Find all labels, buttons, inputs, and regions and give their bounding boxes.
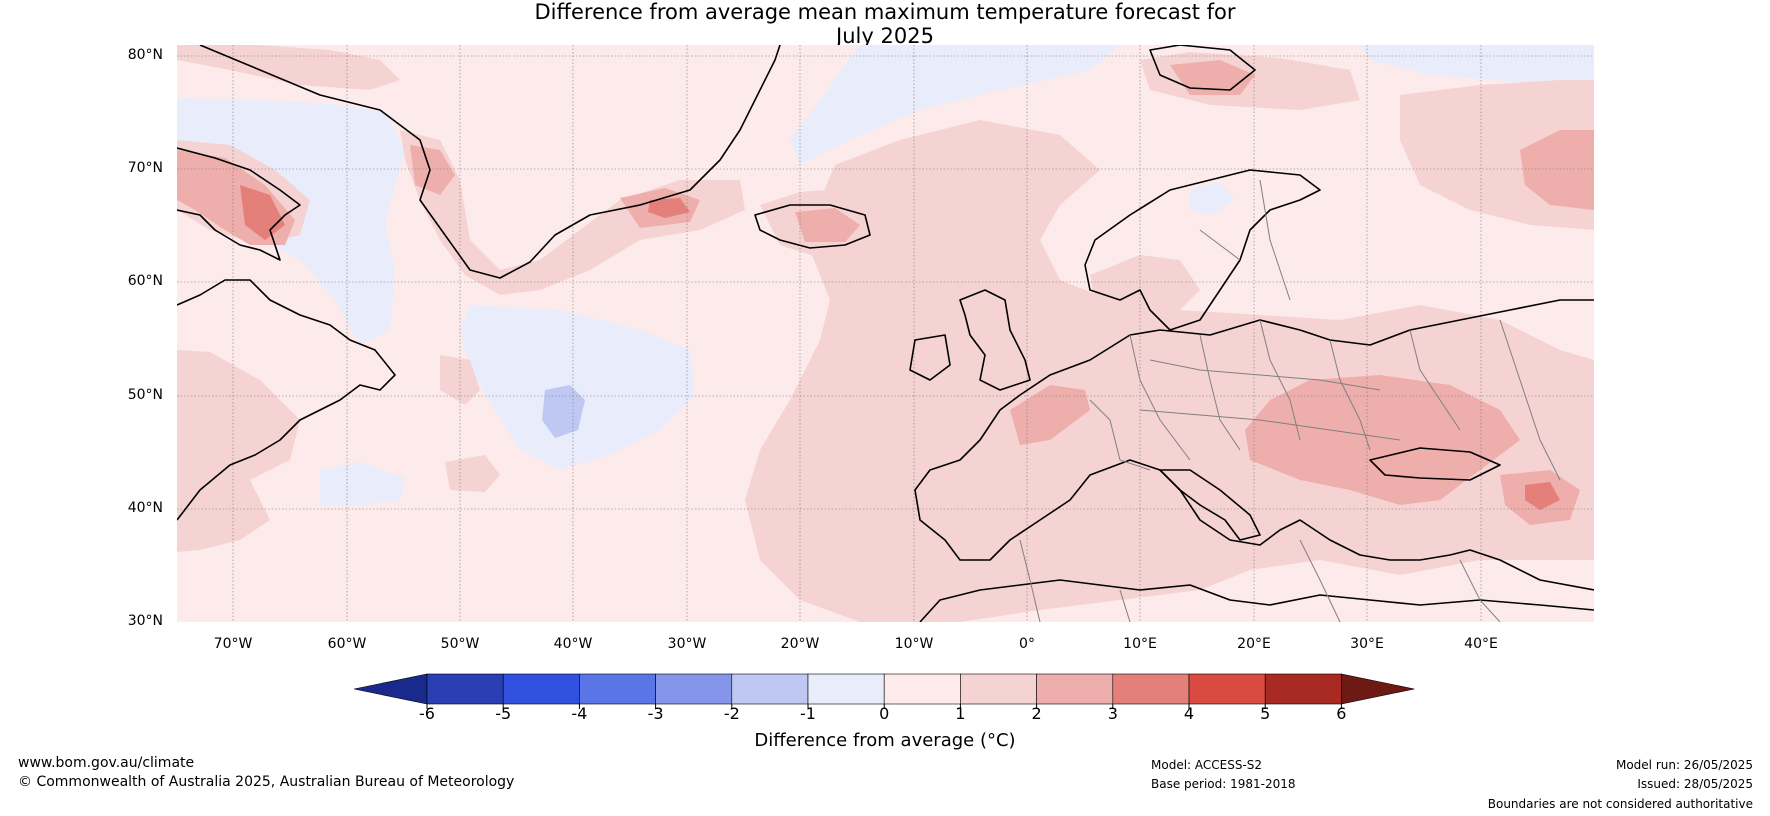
footer-base-period: Base period: 1981-2018	[1151, 777, 1296, 791]
colorbar-tick-label: 3	[1107, 704, 1118, 723]
colorbar-tick-label: -5	[495, 704, 512, 723]
footer-disclaimer: Boundaries are not considered authoritat…	[1487, 797, 1753, 811]
warm-anomaly-caspian-core	[1525, 482, 1560, 510]
colorbar-bin	[1188, 673, 1266, 705]
colorbar-label: Difference from average (°C)	[754, 730, 1016, 751]
cool-anomaly-arctic-east	[1360, 45, 1594, 82]
lat-label-30n: 30°N	[127, 613, 163, 629]
lat-label-70n: 70°N	[127, 160, 163, 176]
warm-anomaly-atlantic-small-2	[445, 455, 500, 492]
cool-anomaly-greenland-sea	[790, 45, 1120, 165]
country-borders	[1019, 179, 1561, 622]
colorbar-bin	[960, 673, 1037, 705]
colorbar-bin	[807, 673, 885, 705]
lon-label-20e: 20°E	[1237, 636, 1271, 652]
lon-label-50w: 50°W	[440, 636, 480, 652]
colorbar-tick-label: -1	[800, 704, 816, 723]
coastlines	[177, 45, 1594, 622]
colorbar-bin	[426, 673, 504, 705]
warm-anomaly-atlantic-small	[440, 355, 480, 405]
lat-label-50n: 50°N	[127, 387, 163, 403]
lon-label-10e: 10°E	[1123, 636, 1157, 652]
warm-anomaly-central-europe	[1245, 375, 1520, 505]
chart-title: Difference from average mean maximum tem…	[185, 0, 1585, 48]
warm-anomaly-scandinavia	[1090, 255, 1200, 320]
colorbar-tick-label: -2	[723, 704, 740, 723]
lon-label-30e: 30°E	[1350, 636, 1384, 652]
colorbar-under-triangle	[353, 673, 428, 705]
colorbar-tick-label: 1	[955, 704, 966, 723]
cool-anomaly-core	[542, 385, 585, 438]
lon-label-60w: 60°W	[327, 636, 367, 652]
graticule	[177, 45, 1594, 622]
lon-label-20w: 20°W	[780, 636, 820, 652]
colorbar-tick-label: -3	[647, 704, 664, 723]
cool-anomaly-norway-coast	[1190, 182, 1235, 215]
lon-label-10w: 10°W	[894, 636, 934, 652]
warm-anomaly-russia-core	[1520, 130, 1594, 210]
colorbar-tick-label: 6	[1336, 704, 1347, 723]
title-line-2: July 2025	[836, 24, 934, 48]
colorbar-bin	[1036, 673, 1114, 705]
lat-label-60n: 60°N	[127, 273, 163, 289]
colorbar-tick-label: -4	[571, 704, 588, 723]
lon-label-30w: 30°W	[667, 636, 707, 652]
colorbar-tick-label: -6	[419, 704, 435, 723]
cool-anomaly-midatlantic	[460, 305, 695, 470]
lat-label-80n: 80°N	[127, 47, 163, 63]
lon-label-0: 0°	[1019, 636, 1035, 652]
colorbar-bin	[655, 673, 733, 705]
warm-anomaly-france	[1010, 385, 1090, 445]
colorbar-over-triangle	[1341, 673, 1415, 705]
lat-label-40n: 40°N	[127, 500, 163, 516]
warm-anomaly-north-america	[177, 350, 300, 552]
colorbar-tick-label: 4	[1183, 704, 1195, 723]
lon-label-40e: 40°E	[1464, 636, 1498, 652]
footer-model-run: Model run: 26/05/2025	[1615, 758, 1753, 772]
colorbar-bin	[883, 673, 961, 705]
colorbar-bin	[579, 673, 656, 705]
lon-label-70w: 70°W	[213, 636, 253, 652]
colorbar-tick-label: 0	[879, 704, 890, 723]
footer-copyright: © Commonwealth of Australia 2025, Austra…	[18, 774, 515, 790]
footer-issued: Issued: 28/05/2025	[1637, 777, 1753, 791]
warm-anomaly-iceland-core	[795, 208, 860, 242]
colorbar-bin	[1264, 673, 1342, 705]
title-line-1: Difference from average mean maximum tem…	[534, 0, 1236, 24]
warm-anomaly-greenland-east-core	[648, 198, 690, 218]
warm-anomaly-greenland-west	[410, 145, 455, 195]
colorbar-bin	[731, 673, 809, 705]
lon-label-40w: 40°W	[553, 636, 593, 652]
footer-model: Model: ACCESS-S2	[1151, 758, 1263, 772]
colorbar-bin	[1112, 673, 1190, 705]
colorbar-bin	[502, 673, 580, 705]
cool-anomaly-newfoundland	[320, 462, 405, 505]
footer-website: www.bom.gov.au/climate	[18, 755, 195, 771]
colorbar-tick-label: 5	[1260, 704, 1271, 723]
colorbar-tick-label: 2	[1031, 704, 1042, 723]
